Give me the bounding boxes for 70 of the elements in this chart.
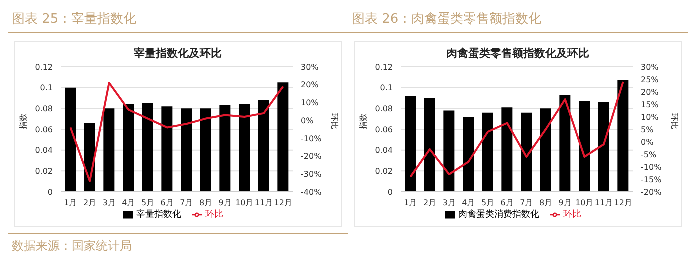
x-tick-label: 10月 (236, 198, 254, 208)
x-tick-label: 11月 (594, 198, 614, 208)
y-tick-label: 0.02 (375, 167, 393, 176)
x-tick-label: 5月 (481, 198, 495, 208)
y-tick-label: 0.12 (375, 62, 393, 72)
y2-tick-label: -10% (301, 134, 322, 144)
y-axis-title: 指数 (358, 114, 368, 130)
y2-tick-label: 5% (641, 125, 654, 134)
x-tick-label: 4月 (462, 198, 476, 208)
y-tick-label: 0.12 (35, 62, 53, 72)
legend-label: 环比 (564, 210, 582, 220)
y2-tick-label: 20% (641, 88, 660, 97)
y2-tick-label: 25% (641, 75, 660, 84)
y-tick-label: 0.04 (375, 146, 393, 156)
source-note: 数据来源：国家统计局 (8, 233, 348, 255)
y2-tick-label: -5% (641, 150, 657, 160)
x-tick-label: 3月 (102, 198, 116, 208)
y-tick-label: 0.04 (35, 146, 53, 156)
x-tick-label: 7月 (520, 198, 534, 208)
y2-axis-title: 环比 (670, 114, 680, 130)
legend-label: 宰量指数化 (136, 210, 182, 220)
x-tick-label: 11月 (254, 198, 274, 208)
y-tick-label: 0.1 (40, 84, 53, 93)
x-tick-label: 1月 (404, 198, 418, 208)
y2-tick-label: 20% (301, 80, 320, 90)
y-tick-label: 0.1 (380, 84, 393, 93)
y2-tick-label: 15% (641, 100, 660, 110)
x-tick-label: 10月 (576, 198, 594, 208)
y2-tick-label: 30% (301, 62, 320, 72)
y-tick-label: 0.06 (375, 125, 393, 134)
y2-tick-label: -10% (641, 162, 662, 172)
x-tick-label: 4月 (122, 198, 136, 208)
chart-subtitle: 宰量指数化及环比 (133, 46, 223, 61)
chart-title: 图表 25：宰量指数化 (8, 8, 348, 33)
y-tick-label: 0.08 (35, 104, 53, 114)
chart-title: 图表 26：肉禽蛋类零售额指数化 (348, 8, 688, 33)
y2-tick-label: 0% (641, 138, 654, 147)
x-tick-label: 12月 (614, 198, 632, 208)
y2-axis-title: 环比 (330, 114, 340, 130)
y2-tick-label: 10% (641, 112, 660, 122)
legend-label: 环比 (206, 210, 224, 220)
y-tick-label: 0.06 (35, 125, 53, 134)
y2-tick-label: 0% (301, 116, 314, 126)
y2-tick-label: -20% (301, 152, 322, 162)
chart-subtitle: 肉禽蛋类零售额指数化及环比 (446, 46, 590, 61)
x-tick-label: 3月 (442, 198, 456, 208)
y-tick-label: 0.02 (35, 167, 53, 176)
x-tick-label: 8月 (199, 198, 213, 208)
x-tick-label: 9月 (558, 198, 572, 208)
x-tick-label: 12月 (274, 198, 292, 208)
x-tick-label: 2月 (423, 198, 437, 208)
y2-tick-label: -40% (301, 188, 322, 197)
y2-tick-label: -30% (301, 170, 322, 179)
x-tick-label: 7月 (180, 198, 194, 208)
x-tick-label: 6月 (160, 198, 174, 208)
y2-tick-label: 30% (641, 62, 660, 72)
x-tick-label: 1月 (64, 198, 78, 208)
legend-label: 肉禽蛋类消费指数化 (458, 210, 540, 220)
y-tick-label: 0.08 (375, 104, 393, 114)
x-tick-label: 2月 (83, 198, 97, 208)
y2-tick-label: -20% (641, 188, 662, 197)
x-tick-label: 8月 (539, 198, 553, 208)
y-axis-title: 指数 (18, 114, 28, 130)
x-tick-label: 6月 (500, 198, 514, 208)
y2-tick-label: 10% (301, 98, 320, 108)
x-tick-label: 9月 (218, 198, 232, 208)
y-tick-label: 0 (388, 188, 393, 197)
y-tick-label: 0 (48, 188, 53, 197)
y2-tick-label: -15% (641, 175, 662, 184)
x-tick-label: 5月 (141, 198, 155, 208)
